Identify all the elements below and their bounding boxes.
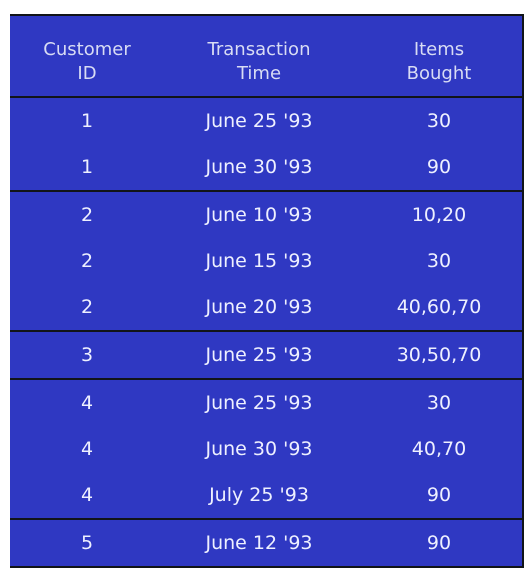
cell-items-bought: 90 bbox=[426, 484, 452, 506]
table-row: 4 June 25 '93 30 bbox=[10, 380, 522, 426]
table-row: 3 June 25 '93 30,50,70 bbox=[10, 332, 522, 378]
cell-customer-id: 1 bbox=[80, 156, 94, 178]
cell-customer-id: 4 bbox=[80, 392, 94, 414]
group-separator bbox=[10, 566, 522, 568]
cell-items-bought: 90 bbox=[426, 532, 452, 554]
table-row: 2 June 10 '93 10,20 bbox=[10, 192, 522, 238]
cell-transaction-time: June 25 '93 bbox=[205, 344, 313, 366]
table-header: Customer ID Transaction Time Items Bough… bbox=[10, 16, 522, 96]
cell-items-bought: 30 bbox=[426, 392, 452, 414]
cell-customer-id: 4 bbox=[80, 484, 94, 506]
cell-transaction-time: June 15 '93 bbox=[205, 250, 313, 272]
table-row: 5 June 12 '93 90 bbox=[10, 520, 522, 566]
group-separator bbox=[10, 96, 522, 98]
cell-items-bought: 30 bbox=[426, 250, 452, 272]
cell-customer-id: 2 bbox=[80, 204, 94, 226]
header-items-bought: Items Bought bbox=[406, 39, 472, 84]
group-separator bbox=[10, 378, 522, 380]
cell-transaction-time: June 25 '93 bbox=[205, 392, 313, 414]
cell-items-bought: 40,60,70 bbox=[396, 296, 482, 318]
cell-items-bought: 40,70 bbox=[411, 438, 467, 460]
cell-customer-id: 5 bbox=[80, 532, 94, 554]
table-row: 1 June 25 '93 30 bbox=[10, 98, 522, 144]
cell-transaction-time: June 10 '93 bbox=[205, 204, 313, 226]
cell-transaction-time: June 30 '93 bbox=[205, 156, 313, 178]
cell-items-bought: 10,20 bbox=[411, 204, 467, 226]
table-row: 4 June 30 '93 40,70 bbox=[10, 426, 522, 472]
cell-customer-id: 3 bbox=[80, 344, 94, 366]
cell-transaction-time: June 25 '93 bbox=[205, 110, 313, 132]
group-separator bbox=[10, 190, 522, 192]
group-separator bbox=[10, 330, 522, 332]
cell-customer-id: 2 bbox=[80, 250, 94, 272]
table-row: 2 June 15 '93 30 bbox=[10, 238, 522, 284]
cell-customer-id: 4 bbox=[80, 438, 94, 460]
table-row: 2 June 20 '93 40,60,70 bbox=[10, 284, 522, 330]
cell-customer-id: 1 bbox=[80, 110, 94, 132]
header-transaction-time: Transaction Time bbox=[207, 39, 311, 84]
cell-items-bought: 30,50,70 bbox=[396, 344, 482, 366]
cell-items-bought: 30 bbox=[426, 110, 452, 132]
cell-customer-id: 2 bbox=[80, 296, 94, 318]
cell-transaction-time: July 25 '93 bbox=[209, 484, 309, 506]
cell-items-bought: 90 bbox=[426, 156, 452, 178]
cell-transaction-time: June 12 '93 bbox=[205, 532, 313, 554]
cell-transaction-time: June 20 '93 bbox=[205, 296, 313, 318]
cell-transaction-time: June 30 '93 bbox=[205, 438, 313, 460]
table-row: 1 June 30 '93 90 bbox=[10, 144, 522, 190]
header-customer-id: Customer ID bbox=[43, 39, 131, 84]
table-row: 4 July 25 '93 90 bbox=[10, 472, 522, 518]
group-separator bbox=[10, 518, 522, 520]
transactions-table: Customer ID Transaction Time Items Bough… bbox=[10, 14, 524, 568]
